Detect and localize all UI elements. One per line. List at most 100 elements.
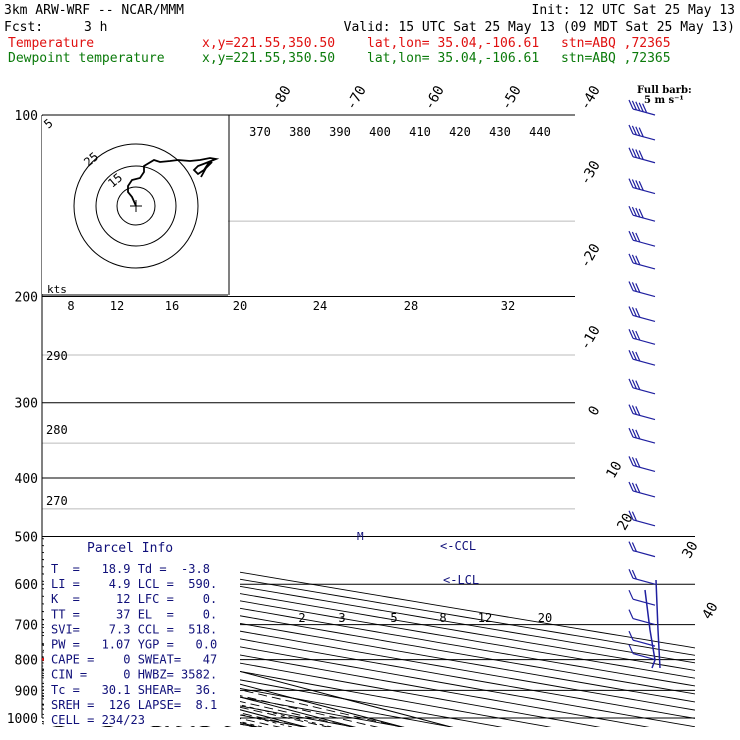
theta-label: 420: [449, 125, 471, 139]
wind-barb-flag: [631, 350, 637, 361]
wind-barb-flag: [631, 254, 637, 265]
wind-barb-flag: [638, 181, 644, 191]
wind-barb-staff: [632, 214, 656, 222]
wind-barb-flag: [635, 429, 641, 440]
mixing-ratio-label: 20: [233, 299, 247, 313]
dry-adiabat: [42, 603, 695, 719]
wind-barb-flag: [638, 208, 644, 219]
wind-barb-staff: [632, 289, 656, 298]
temp-legend-xy: x,y=221.55,350.50: [202, 36, 335, 51]
parcel-row: CIN = 0 HWBZ= 3582.: [51, 668, 217, 682]
wind-barb-flag: [631, 511, 637, 521]
wind-barb-flag: [631, 428, 637, 439]
wind-barb-flag: [628, 349, 634, 360]
isobar-lines: [41, 114, 695, 719]
theta-label-left: 290: [46, 349, 68, 363]
wind-barb-flag: [628, 124, 634, 135]
wind-barb-flag: [628, 178, 634, 188]
hodograph-trace: [127, 157, 220, 207]
wind-barb-staff: [632, 519, 656, 527]
parcel-row: LI = 4.9 LCL = 590.: [51, 577, 217, 591]
parcel-row: PW = 1.07 YGP = 0.0: [51, 638, 217, 652]
wind-barb-staff: [632, 598, 656, 606]
isotherm-label: -60: [421, 83, 448, 113]
theta-label-left: 270: [46, 494, 68, 508]
dry-adiabat: [42, 626, 601, 727]
parcel-row: CAPE = 0 SWEAT= 47: [51, 653, 217, 667]
pressure-tick-600: 600: [15, 578, 38, 593]
wind-barb-flag: [635, 308, 641, 318]
wind-barb-flag: [631, 482, 637, 493]
dew-legend-xy: x,y=221.55,350.50: [202, 51, 335, 66]
mixing-ratio-label: 20: [538, 611, 552, 625]
wind-barb-flag: [628, 589, 634, 600]
mixing-ratio-label: 16: [165, 299, 179, 313]
theta-label: 400: [369, 125, 391, 139]
isotherm-label: 40: [699, 600, 721, 623]
dry-adiabat: [42, 618, 650, 727]
hodograph-ring-middle: [95, 165, 177, 247]
pressure-tick-900: 900: [15, 684, 38, 699]
mixing-ratio-label: 24: [313, 299, 327, 313]
wind-barb-staff: [632, 652, 656, 661]
wind-barb-flag: [631, 179, 637, 189]
pressure-axis: 100 200 300 400 500 600 700 800 900 1000: [7, 109, 38, 727]
low-level-barbs: [655, 579, 661, 669]
mixing-ratio-label: 3: [338, 611, 345, 625]
wind-barb-flag: [631, 100, 637, 111]
wind-barb-staff: [632, 187, 656, 195]
valid-time: Valid: 15 UTC Sat 25 May 13 (09 MDT Sat …: [344, 20, 735, 35]
theta-label: 390: [329, 125, 351, 139]
init-time: Init: 12 UTC Sat 25 May 13: [532, 3, 736, 18]
pressure-tick-200: 200: [15, 291, 38, 306]
mixing-ratio-label: 8: [67, 299, 74, 313]
wind-barb-flag: [635, 457, 641, 468]
mixing-ratio-labels: 8 12 16 20 24 28 32 2 3 5 8 12 20: [67, 299, 552, 625]
parcel-row: CELL = 234/23: [51, 713, 145, 727]
pressure-tick-100: 100: [15, 109, 38, 124]
wind-barb-flag: [635, 406, 641, 416]
isotherm-label: 10: [603, 459, 625, 482]
wind-barb-flag: [635, 232, 641, 243]
ccl-marker: <-CCL: [440, 539, 476, 553]
wind-barb-flag: [631, 282, 637, 292]
parcel-row: K = 12 LFC = 0.: [51, 592, 217, 606]
wind-barb-staff: [632, 262, 656, 270]
wind-barb-flag: [631, 125, 637, 136]
header: 3km ARW-WRF -- NCAR/MMM Init: 12 UTC Sat…: [4, 3, 735, 66]
wind-barb-flag: [628, 306, 634, 316]
wind-barb-staff: [632, 337, 656, 345]
isotherm-label: 30: [679, 539, 701, 562]
parcel-row: SVI= 7.3 CCL = 518.: [51, 622, 217, 636]
theta-labels: 370 380 390 400 410 420 430 440 290 280 270: [46, 125, 551, 508]
mixing-ratio-label: 12: [478, 611, 492, 625]
theta-label: 380: [289, 125, 311, 139]
wind-barb-flag: [635, 180, 641, 190]
dry-adiabat: [42, 580, 695, 695]
theta-label: 370: [249, 125, 271, 139]
pressure-tick-500: 500: [15, 530, 38, 545]
dew-legend-stn: stn=ABQ ,72365: [561, 51, 671, 66]
temp-legend-stn: stn=ABQ ,72365: [561, 36, 671, 51]
dry-adiabat: [42, 643, 503, 727]
dry-adiabat: [0, 115, 29, 731]
wind-barb-staff: [632, 436, 656, 444]
parcel-info-title: Parcel Info: [87, 541, 173, 556]
wind-barb-column: [628, 99, 661, 669]
wind-barb-flag: [635, 330, 641, 341]
forecast-hours: 3 h: [84, 20, 107, 35]
dew-legend-label: Dewpoint temperature: [8, 51, 165, 66]
wind-barb-staff: [632, 577, 656, 585]
isotherm-label: -30: [577, 158, 604, 188]
wind-barb-flag: [631, 329, 637, 340]
level-marker: M: [357, 530, 364, 543]
wind-barb-flag: [631, 379, 637, 389]
wind-barb-staff: [632, 550, 656, 558]
wind-barb-flag: [631, 148, 637, 158]
theta-label-left: 280: [46, 423, 68, 437]
hodograph-units: kts: [47, 283, 67, 296]
temp-legend-label: Temperature: [8, 36, 94, 51]
wind-barb-flag: [628, 205, 634, 216]
mixing-ratio-label: 8: [439, 611, 446, 625]
pressure-tick-300: 300: [15, 397, 38, 412]
